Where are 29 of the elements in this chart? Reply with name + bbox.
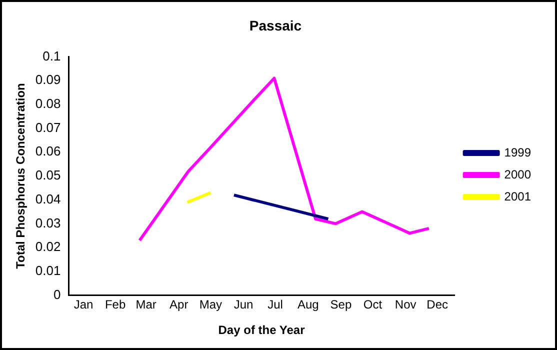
y-tick-label: 0.07	[35, 120, 61, 135]
x-tick-label: Aug	[297, 298, 319, 312]
legend-label: 1999	[504, 145, 532, 160]
y-tick-label: 0	[53, 286, 61, 302]
x-tick-label: May	[199, 298, 222, 312]
y-tick-label: 0.03	[35, 215, 61, 230]
x-tick-label: Sep	[330, 298, 352, 312]
x-tick-label: Jul	[268, 298, 283, 312]
y-tick-label: 0.06	[35, 144, 61, 159]
x-tick-label: Nov	[394, 298, 416, 312]
x-tick-label: Apr	[170, 298, 188, 312]
y-tick-label: 0.08	[35, 96, 61, 112]
x-tick-label: Jun	[234, 298, 254, 312]
chart-title: Passaic	[249, 17, 302, 34]
y-tick-label: 0.02	[35, 239, 61, 254]
x-axis-title: Day of the Year	[218, 323, 306, 338]
y-axis-title: Total Phosphorus Concentration	[14, 83, 28, 269]
y-tick-label: 0.01	[35, 262, 61, 278]
x-tick-label: Feb	[104, 298, 126, 312]
x-tick-label: Jan	[74, 298, 94, 312]
y-tick-label: 0.04	[35, 191, 61, 206]
y-tick-label: 0.09	[35, 72, 61, 88]
x-tick-label: Oct	[363, 298, 383, 312]
legend-label: 2000	[504, 167, 532, 182]
x-tick-label: Dec	[426, 298, 448, 312]
y-tick-label: 0.1	[42, 48, 61, 64]
x-tick-label: Mar	[136, 298, 156, 312]
legend-label: 2001	[504, 189, 532, 204]
y-tick-label: 0.05	[35, 168, 61, 183]
